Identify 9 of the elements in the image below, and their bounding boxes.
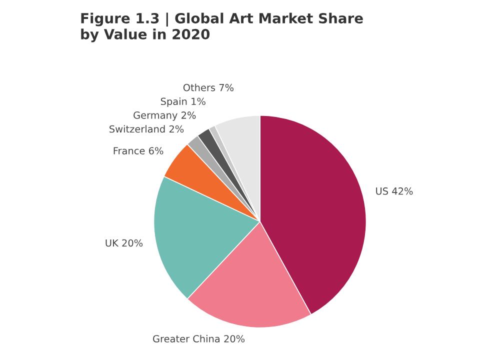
- slice-label: Switzerland 2%: [110, 125, 184, 133]
- slice-label: Others 7%: [183, 84, 234, 92]
- slice-label: US 42%: [376, 187, 413, 195]
- slice-label: UK 20%: [106, 239, 143, 247]
- slice-label: France 6%: [114, 147, 164, 154]
- slice-label: Spain 1%: [160, 98, 206, 107]
- slice-label: Greater China 20%: [153, 334, 245, 342]
- slice-label: Germany 2%: [134, 112, 196, 121]
- chart-title: Figure 1.3 | Global Art Market Share by Value in 2020: [81, 12, 363, 42]
